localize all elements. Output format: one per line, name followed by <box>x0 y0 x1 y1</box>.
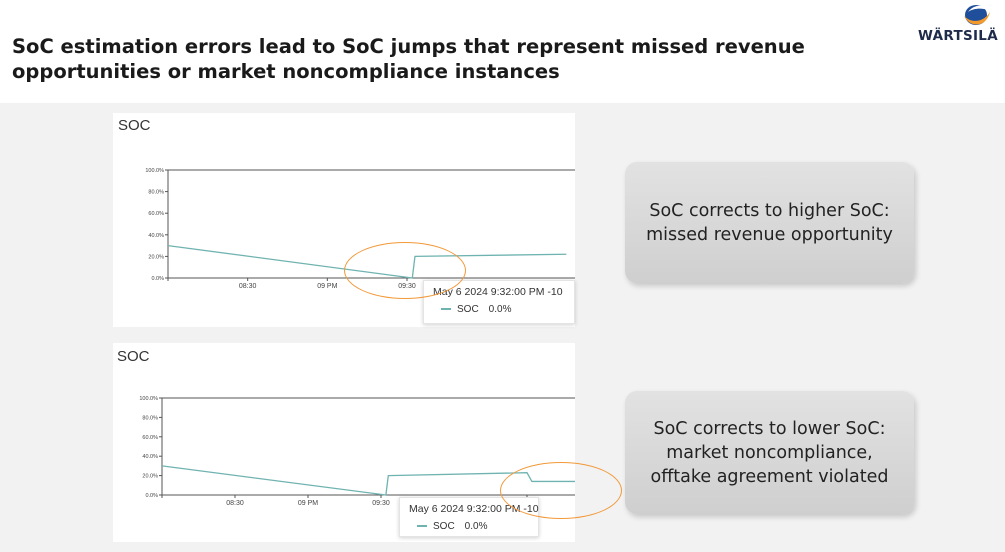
y-tick-label: 80.0% <box>142 415 158 421</box>
series-swatch-icon <box>417 525 427 528</box>
chart-title: SOC <box>118 117 151 134</box>
tooltip-date: May 6 2024 9:32:00 PM -10 <box>433 286 563 298</box>
tooltip-value: 0.0% <box>488 304 512 315</box>
callout-line: missed revenue opportunity <box>646 224 893 245</box>
logo-text: WÄRTSILÄ <box>918 28 998 44</box>
chart-title: SOC <box>117 348 150 365</box>
callout-higher-soc: SoC corrects to higher SoC: missed reven… <box>625 162 914 283</box>
callout-line: offtake agreement violated <box>650 466 889 487</box>
highlight-oval-jump-down <box>500 462 622 519</box>
y-tick-label: 80.0% <box>148 190 164 196</box>
callout-line: SoC corrects to higher SoC: <box>649 200 890 221</box>
x-tick-label: 08:30 <box>239 283 257 290</box>
tooltip-value: 0.0% <box>464 521 488 532</box>
tooltip-date: May 6 2024 9:32:00 PM -10 <box>409 503 539 515</box>
y-tick-label: 20.0% <box>148 254 164 260</box>
y-tick-label: 60.0% <box>142 435 158 441</box>
callout-line: SoC corrects to lower SoC: <box>653 418 886 439</box>
wartsila-logo: WÄRTSILÄ <box>918 2 998 52</box>
y-tick-label: 40.0% <box>142 454 158 460</box>
tooltip-series: SOC <box>433 521 455 532</box>
tooltip-row: SOC 0.0% <box>417 521 487 532</box>
callout-line: market noncompliance, <box>666 442 873 463</box>
y-tick-label: 0.0% <box>151 276 164 282</box>
x-tick-label: 08:30 <box>226 500 244 507</box>
tooltip-series: SOC <box>457 304 479 315</box>
y-tick-label: 60.0% <box>148 211 164 217</box>
y-tick-label: 40.0% <box>148 233 164 239</box>
y-tick-label: 100.0% <box>139 396 158 402</box>
wartsila-swoosh-icon <box>964 5 990 25</box>
x-tick-label: 09 PM <box>298 500 318 507</box>
y-tick-label: 20.0% <box>142 474 158 480</box>
x-tick-label: 09:30 <box>372 500 390 507</box>
y-tick-label: 100.0% <box>145 168 164 174</box>
slide-header: SoC estimation errors lead to SoC jumps … <box>0 0 1005 103</box>
highlight-oval-jump-up <box>344 242 466 299</box>
callout-lower-soc: SoC corrects to lower SoC: market noncom… <box>625 391 914 514</box>
x-tick-label: 09 PM <box>317 283 337 290</box>
tooltip-row: SOC 0.0% <box>441 304 511 315</box>
slide-title: SoC estimation errors lead to SoC jumps … <box>12 35 805 83</box>
series-swatch-icon <box>441 308 451 311</box>
y-tick-label: 0.0% <box>145 493 158 499</box>
